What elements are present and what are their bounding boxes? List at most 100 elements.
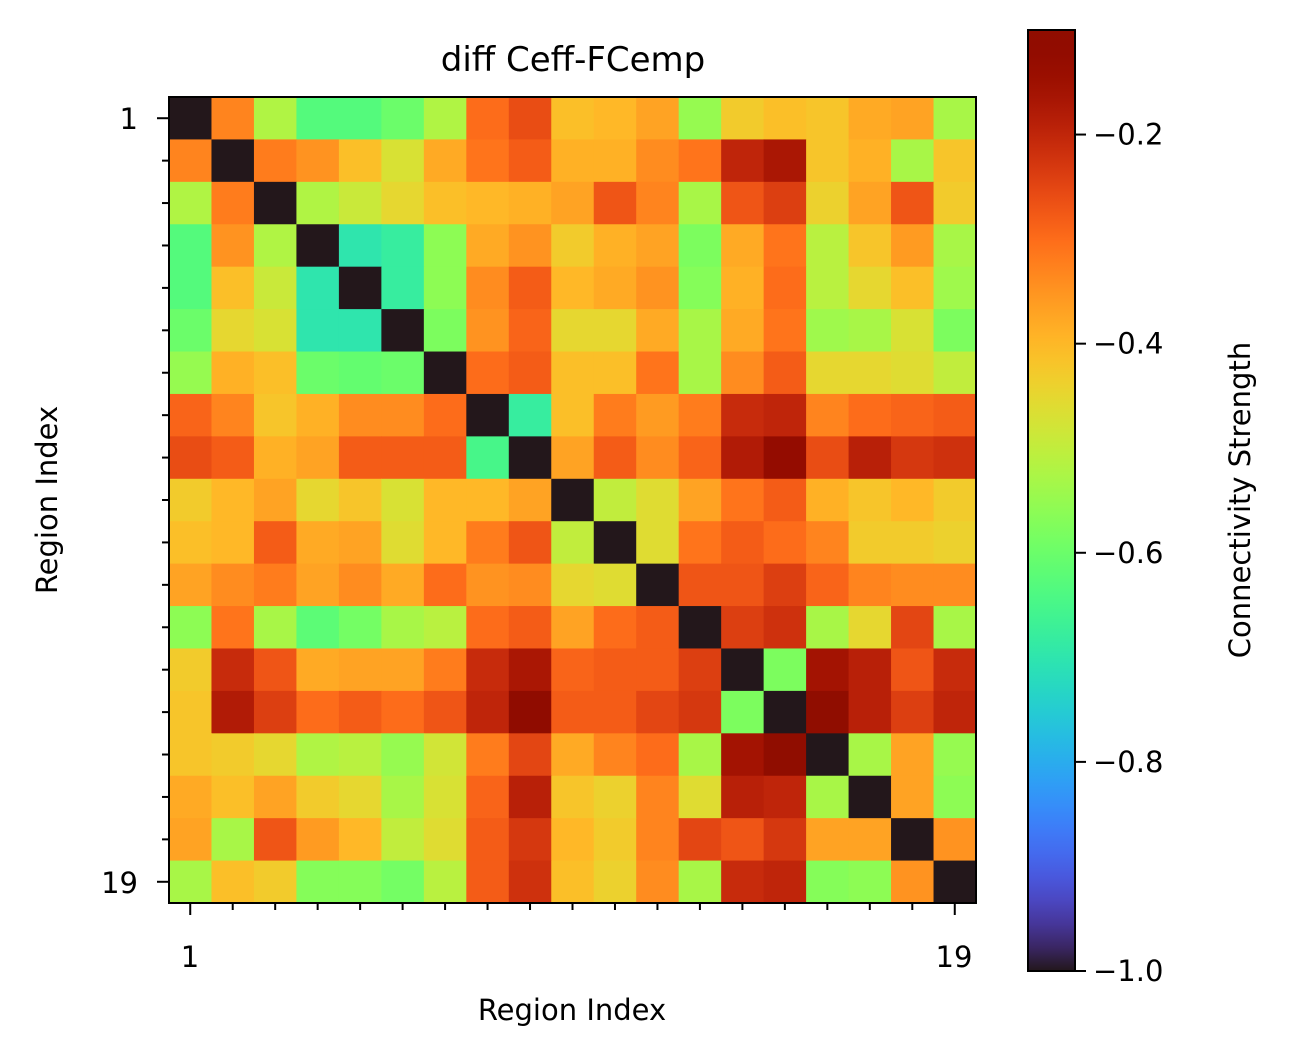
heatmap-cell: [721, 690, 765, 734]
heatmap-cell: [466, 309, 510, 353]
heatmap-cell: [253, 393, 298, 437]
heatmap-cell: [636, 309, 680, 353]
heatmap-cell: [593, 139, 637, 183]
heatmap-cell: [848, 224, 892, 268]
heatmap-cell: [466, 606, 510, 650]
heatmap-cell: [806, 521, 850, 565]
heatmap-cell: [466, 818, 510, 862]
heatmap-cell: [593, 393, 637, 437]
heatmap-cell: [211, 818, 255, 862]
heatmap-cell: [296, 818, 340, 862]
heatmap-cell: [381, 309, 425, 353]
heatmap-cell: [678, 606, 722, 650]
heatmap-cell: [763, 139, 807, 183]
heatmap-cell: [296, 393, 340, 437]
heatmap-cell: [551, 139, 595, 183]
heatmap-cell: [721, 436, 765, 480]
heatmap-cell: [848, 563, 892, 607]
heatmap-cell: [466, 436, 510, 480]
heatmap-cell: [678, 393, 722, 437]
heatmap-cell: [211, 606, 255, 650]
heatmap-cell: [508, 690, 552, 734]
heatmap-cell: [381, 563, 425, 607]
heatmap-cell: [338, 309, 382, 353]
heatmap-cell: [466, 648, 510, 692]
heatmap-cell: [253, 648, 298, 692]
heatmap-cell: [933, 690, 977, 734]
heatmap-cell: [508, 648, 552, 692]
heatmap-cell: [423, 266, 467, 310]
heatmap-cell: [508, 733, 552, 777]
heatmap-cell: [338, 733, 382, 777]
heatmap-cell: [933, 818, 977, 862]
heatmap-cell: [763, 393, 807, 437]
heatmap-cell: [891, 224, 935, 268]
heatmap-cell: [593, 563, 637, 607]
heatmap-cell: [806, 690, 850, 734]
heatmap-cell: [678, 690, 722, 734]
heatmap-cell: [721, 97, 765, 141]
heatmap-cell: [678, 860, 722, 904]
heatmap-cell: [848, 351, 892, 395]
heatmap-cell: [636, 436, 680, 480]
heatmap-cell: [636, 266, 680, 310]
heatmap-cell: [763, 224, 807, 268]
heatmap-cell: [169, 224, 213, 268]
heatmap-cell: [253, 818, 298, 862]
heatmap-cell: [933, 97, 977, 141]
chart-title: diff Ceff-FCemp: [441, 40, 706, 80]
heatmap-cell: [381, 224, 425, 268]
heatmap-cell: [466, 181, 510, 225]
heatmap-cell: [636, 563, 680, 607]
heatmap-cell: [338, 266, 382, 310]
heatmap-cell: [933, 648, 977, 692]
heatmap-cell: [381, 351, 425, 395]
heatmap-cell: [338, 775, 382, 819]
heatmap-cell: [253, 224, 298, 268]
heatmap-cell: [678, 224, 722, 268]
heatmap-cell: [253, 478, 298, 522]
heatmap-cell: [338, 818, 382, 862]
heatmap-cell: [806, 860, 850, 904]
heatmap-cell: [678, 309, 722, 353]
heatmap-cell: [253, 521, 298, 565]
heatmap-cell: [381, 139, 425, 183]
heatmap-cell: [423, 521, 467, 565]
heatmap-cell: [933, 309, 977, 353]
heatmap-cell: [636, 351, 680, 395]
heatmap-cell: [848, 181, 892, 225]
heatmap-cell: [211, 436, 255, 480]
heatmap-cell: [296, 860, 340, 904]
heatmap-cell: [763, 266, 807, 310]
heatmap-cell: [848, 606, 892, 650]
heatmap-cell: [211, 860, 255, 904]
colorbar-tick-label: −0.6: [1093, 536, 1163, 570]
heatmap-cell: [721, 181, 765, 225]
heatmap-cell: [211, 97, 255, 141]
heatmap-cell: [423, 733, 467, 777]
heatmap-cell: [891, 351, 935, 395]
heatmap-cell: [508, 393, 552, 437]
heatmap-cell: [891, 309, 935, 353]
heatmap-cell: [763, 521, 807, 565]
heatmap-cell: [891, 733, 935, 777]
heatmap-cell: [211, 309, 255, 353]
heatmap-cell: [551, 860, 595, 904]
heatmap-cells: [169, 97, 977, 904]
heatmap-cell: [593, 309, 637, 353]
heatmap-cell: [423, 139, 467, 183]
heatmap-cell: [296, 733, 340, 777]
heatmap-cell: [551, 648, 595, 692]
heatmap-cell: [551, 309, 595, 353]
heatmap-cell: [169, 181, 213, 225]
heatmap-cell: [806, 97, 850, 141]
heatmap-cell: [338, 860, 382, 904]
y-tick-label-first: 1: [120, 102, 138, 136]
heatmap-cell: [636, 478, 680, 522]
heatmap-cell: [423, 818, 467, 862]
heatmap-cell: [338, 181, 382, 225]
heatmap-cell: [891, 818, 935, 862]
heatmap-cell: [806, 606, 850, 650]
heatmap-cell: [806, 393, 850, 437]
heatmap-cell: [593, 181, 637, 225]
